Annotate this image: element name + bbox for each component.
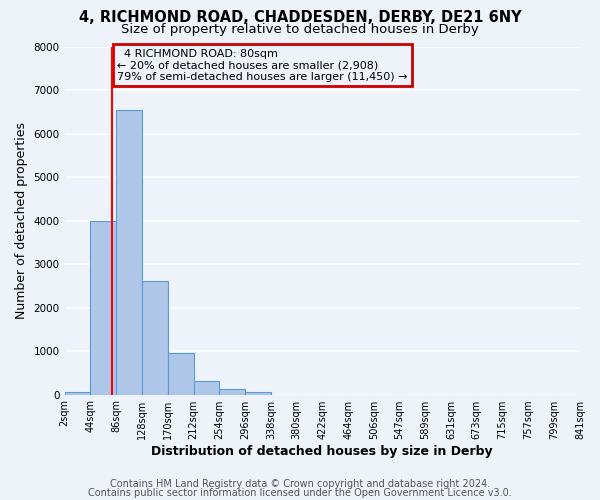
Bar bbox=[194, 380, 220, 394]
Text: 4 RICHMOND ROAD: 80sqm
← 20% of detached houses are smaller (2,908)
79% of semi-: 4 RICHMOND ROAD: 80sqm ← 20% of detached… bbox=[118, 48, 408, 82]
Text: Size of property relative to detached houses in Derby: Size of property relative to detached ho… bbox=[121, 22, 479, 36]
Bar bbox=[142, 282, 168, 395]
Bar bbox=[245, 392, 271, 394]
Text: Contains HM Land Registry data © Crown copyright and database right 2024.: Contains HM Land Registry data © Crown c… bbox=[110, 479, 490, 489]
Y-axis label: Number of detached properties: Number of detached properties bbox=[15, 122, 28, 319]
Bar bbox=[168, 353, 194, 395]
Bar bbox=[220, 389, 245, 394]
Bar bbox=[65, 392, 91, 394]
Bar bbox=[91, 220, 116, 394]
Text: Contains public sector information licensed under the Open Government Licence v3: Contains public sector information licen… bbox=[88, 488, 512, 498]
Bar bbox=[116, 110, 142, 395]
Text: 4, RICHMOND ROAD, CHADDESDEN, DERBY, DE21 6NY: 4, RICHMOND ROAD, CHADDESDEN, DERBY, DE2… bbox=[79, 10, 521, 25]
X-axis label: Distribution of detached houses by size in Derby: Distribution of detached houses by size … bbox=[151, 444, 493, 458]
